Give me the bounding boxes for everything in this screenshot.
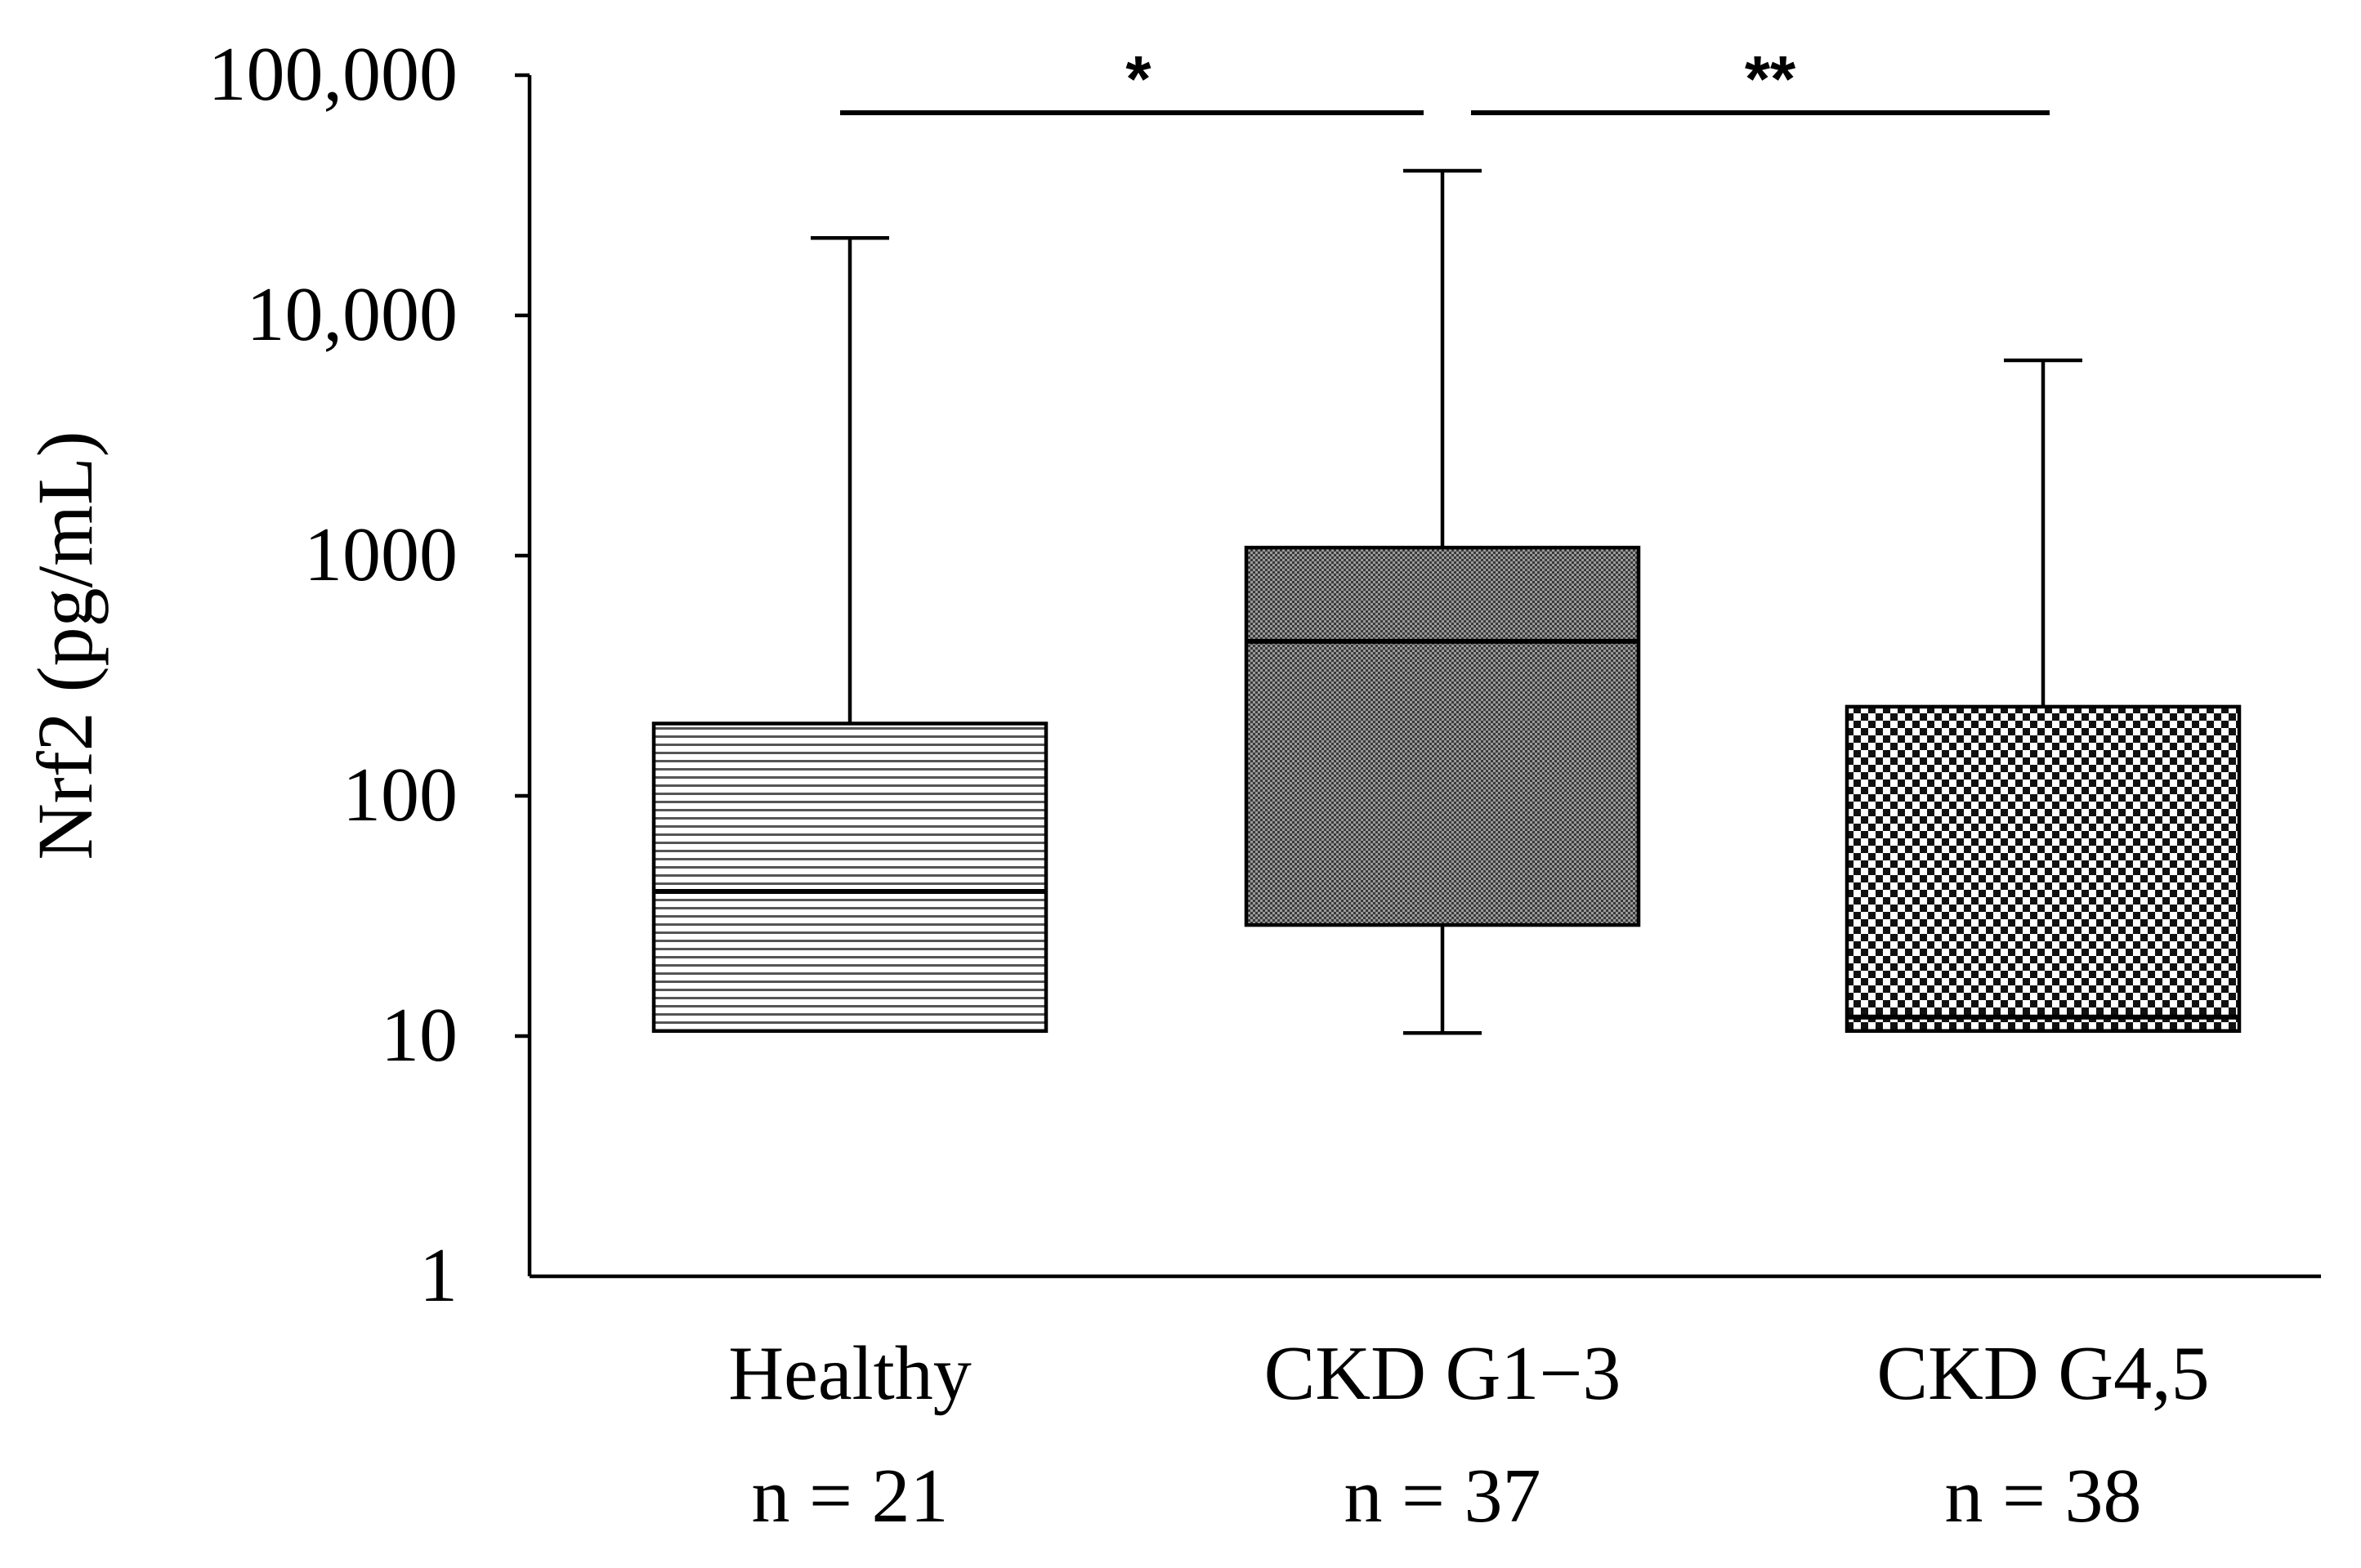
box-group-2 bbox=[1845, 358, 2242, 1034]
y-tick-label-0: 1 bbox=[419, 1233, 458, 1318]
box-1 bbox=[1244, 545, 1641, 927]
y-tick-label-2: 100 bbox=[342, 753, 458, 838]
category-labels: Healthy n = 21 CKD G1−3 n = 37 CKD G4,5 n = 3… bbox=[728, 1331, 2209, 1539]
y-tick-label-3: 1000 bbox=[304, 512, 458, 597]
box-group-0 bbox=[651, 236, 1049, 1034]
box-0 bbox=[651, 721, 1049, 1034]
category-label-1: CKD G1−3 bbox=[1264, 1331, 1621, 1416]
category-label-0: Healthy bbox=[728, 1331, 972, 1416]
significance-brackets: * ** bbox=[840, 42, 2050, 115]
category-n-label-2: n = 38 bbox=[1944, 1454, 2141, 1539]
boxes bbox=[651, 168, 2242, 1035]
category-label-2: CKD G4,5 bbox=[1876, 1331, 2209, 1416]
y-tick-label-4: 10,000 bbox=[247, 272, 458, 357]
significance-label-1: ** bbox=[1745, 42, 1796, 115]
y-tick-label-5: 100,000 bbox=[208, 32, 458, 117]
category-n-label-0: n = 21 bbox=[751, 1454, 948, 1539]
y-axis-ticks: 1 10 100 1000 10,000 100,000 bbox=[208, 32, 530, 1318]
significance-label-0: * bbox=[1125, 42, 1151, 115]
y-axis-title: Nrf2 (pg/mL) bbox=[21, 431, 109, 860]
y-tick-label-1: 10 bbox=[381, 993, 458, 1078]
category-n-label-1: n = 37 bbox=[1344, 1454, 1540, 1539]
box-group-1 bbox=[1244, 168, 1641, 1035]
axes bbox=[527, 75, 2321, 1279]
box-2 bbox=[1845, 704, 2242, 1034]
